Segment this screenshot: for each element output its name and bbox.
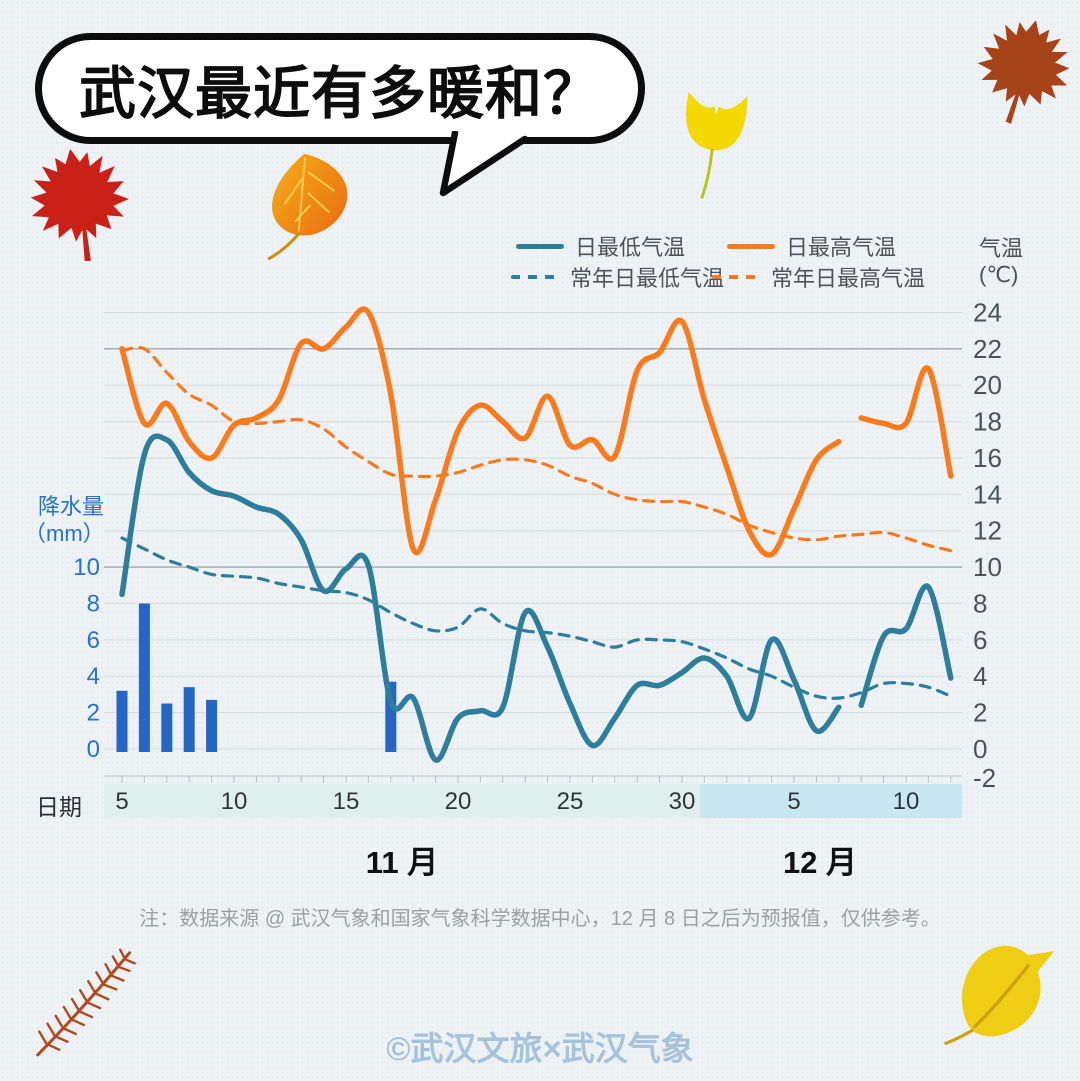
svg-text:16: 16 xyxy=(973,443,1002,473)
daily-max-line-forecast xyxy=(858,365,954,479)
date-axis-label: 日期 xyxy=(36,794,82,820)
legend-item-daily-min: 日最低气温 xyxy=(516,230,685,262)
month-label-november: 11 月 xyxy=(365,845,439,880)
svg-text:10: 10 xyxy=(73,554,100,581)
precip-bar xyxy=(116,690,128,752)
source-note: 注：数据来源 @ 武汉气象和国家气象科学数据中心，12 月 8 日之后为预报值，… xyxy=(139,908,941,930)
normal-min-line-swatch xyxy=(511,275,559,279)
temp-axis-title: 气温 (℃) xyxy=(979,236,1024,287)
fern-frond-rust-icon xyxy=(36,948,136,1057)
precip-axis-title: 降水量 （mm） xyxy=(24,494,105,546)
legend-item-daily-max: 日最高气温 xyxy=(727,230,896,262)
precip-bar xyxy=(161,703,173,752)
precip-bar xyxy=(206,699,218,752)
daily-min-line-swatch xyxy=(516,243,564,249)
svg-text:4: 4 xyxy=(973,661,987,691)
poplar-leaf-orange-icon xyxy=(267,153,348,260)
legend-label: 日最低气温 xyxy=(575,235,686,260)
svg-text:14: 14 xyxy=(973,479,1002,509)
legend-item-normal-min: 常年日最低气温 xyxy=(511,261,724,293)
month-label-december: 12 月 xyxy=(782,845,858,880)
daily-max-line-swatch xyxy=(727,243,775,249)
precip-bar xyxy=(385,681,397,752)
title-bubble: 武汉最近有多暖和？ xyxy=(35,33,645,144)
legend-item-normal-max: 常年日最高气温 xyxy=(712,261,925,293)
svg-text:8: 8 xyxy=(87,590,100,617)
svg-text:5: 5 xyxy=(115,788,128,815)
ginkgo-leaf-yellow-icon xyxy=(686,91,748,199)
normal-max-line-swatch xyxy=(712,275,760,279)
legend-label: 常年日最高气温 xyxy=(771,266,926,291)
footer-credit: ©武汉文旅×武汉气象 xyxy=(386,1030,694,1067)
svg-text:2: 2 xyxy=(973,698,987,728)
month-bands xyxy=(104,784,962,818)
normal-max-line xyxy=(120,345,953,553)
normal-min-line xyxy=(120,536,953,700)
svg-text:10: 10 xyxy=(221,788,248,815)
speech-bubble-tail xyxy=(439,131,529,197)
autumn-leaf-yellow-icon xyxy=(944,945,1055,1045)
svg-text:24: 24 xyxy=(973,297,1002,327)
svg-text:4: 4 xyxy=(87,663,100,690)
svg-text:20: 20 xyxy=(445,788,472,815)
date-tick-labels: 5 10 15 20 25 30 5 10 xyxy=(115,788,919,815)
svg-text:6: 6 xyxy=(87,627,100,654)
svg-text:30: 30 xyxy=(669,788,696,815)
svg-text:15: 15 xyxy=(333,788,360,815)
svg-text:18: 18 xyxy=(973,407,1002,437)
svg-text:5: 5 xyxy=(787,788,800,815)
page-title: 武汉最近有多暖和？ xyxy=(79,61,601,126)
svg-text:-2: -2 xyxy=(973,763,996,793)
maple-leaf-red-icon xyxy=(30,148,129,261)
svg-text:25: 25 xyxy=(557,788,584,815)
precip-bar xyxy=(183,687,195,752)
svg-text:0: 0 xyxy=(87,736,100,763)
legend-label: 常年日最低气温 xyxy=(570,266,725,291)
daily-min-line-observed xyxy=(119,433,842,763)
gridlines xyxy=(104,311,962,750)
svg-text:0: 0 xyxy=(973,734,987,764)
svg-text:6: 6 xyxy=(973,625,987,655)
precip-bar xyxy=(138,603,150,752)
precip-tick-labels: 10 8 6 4 2 0 xyxy=(73,554,100,763)
maple-leaf-rust-icon xyxy=(977,20,1070,124)
svg-text:10: 10 xyxy=(893,788,920,815)
daily-min-line-forecast xyxy=(858,583,954,709)
precip-bars xyxy=(116,603,397,752)
svg-text:20: 20 xyxy=(973,370,1002,400)
svg-text:2: 2 xyxy=(87,700,100,727)
svg-text:12: 12 xyxy=(973,516,1002,546)
x-axis-line xyxy=(104,775,962,783)
svg-text:10: 10 xyxy=(973,552,1002,582)
daily-max-line-observed xyxy=(119,306,842,558)
svg-text:8: 8 xyxy=(973,588,987,618)
svg-text:22: 22 xyxy=(973,334,1002,364)
legend-label: 日最高气温 xyxy=(786,235,897,260)
